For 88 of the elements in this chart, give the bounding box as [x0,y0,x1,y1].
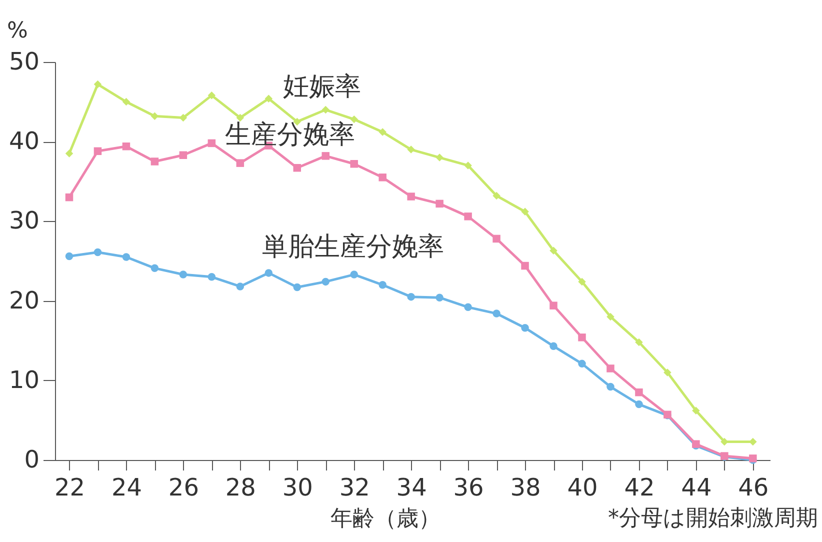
y-tick-label: 10 [8,366,40,394]
point [322,152,330,160]
text: *分母は開始刺激周期 [608,506,818,531]
series-label: 単胎生産分娩率 [262,232,444,262]
point [407,192,415,200]
point [293,283,302,292]
point [65,150,74,158]
y-tick-label: 0 [24,446,40,474]
point [692,406,700,415]
point [150,158,159,166]
point [179,114,188,122]
point [65,252,74,260]
point [150,264,159,272]
point [208,139,216,148]
x-tick-label: 42 [624,474,655,502]
x-tick-label: 34 [396,474,427,502]
x-tick-label: 46 [738,474,769,502]
point [378,128,386,136]
x-tick-label: 36 [453,474,484,502]
point [378,174,386,182]
y-tick-label: 40 [8,127,40,156]
point [464,212,472,220]
point [94,248,102,256]
point [635,338,643,346]
point [464,162,472,170]
x-tick-label: 38 [510,474,541,502]
point [521,324,529,332]
point [436,154,444,162]
point [606,312,614,321]
y-tick-label: 50 [8,48,40,76]
point [264,269,273,277]
point [179,270,188,278]
point [322,106,330,114]
point [578,334,586,342]
point [550,342,558,350]
point [492,234,500,243]
x-tick-label: 26 [168,474,199,502]
point [578,278,586,286]
point [606,382,614,391]
point [264,94,273,102]
x-tick-label: 44 [681,474,712,502]
point [208,273,216,281]
series-label: 生産分娩率 [225,120,355,150]
point [407,292,415,301]
point [550,246,558,255]
point [407,146,415,154]
point [208,92,216,100]
point [606,364,614,372]
point [492,192,500,200]
point [94,147,102,156]
point [94,80,102,88]
point [350,270,358,278]
point [521,208,529,216]
y-axis-title: % [7,18,28,44]
point [322,278,330,286]
point [550,302,558,310]
y-tick-label: 30 [8,206,40,235]
point [521,262,529,270]
x-axis-title: 年齢（歳） [330,506,440,532]
point [578,360,586,368]
point [122,142,130,150]
point [436,294,444,302]
x-tick-label: 28 [225,474,256,502]
point [236,114,244,122]
point [150,112,159,120]
point [293,164,302,172]
y-tick-label: 20 [8,286,40,314]
point [749,438,757,446]
series-label: 妊娠率 [283,72,361,102]
point [122,98,130,106]
point [664,368,672,376]
point [122,253,130,261]
x-tick-label: 32 [339,474,370,502]
point [350,160,358,168]
point [236,282,244,290]
point [65,193,74,202]
point [635,388,643,396]
point [179,151,188,160]
point [635,400,643,408]
point [492,310,500,318]
point [378,281,386,289]
x-tick-label: 30 [282,474,313,502]
point [436,200,444,208]
x-tick-label: 40 [567,474,598,502]
point [464,303,472,312]
x-tick-label: 22 [54,474,86,502]
x-tick-label: 24 [111,474,142,502]
point [236,159,244,167]
